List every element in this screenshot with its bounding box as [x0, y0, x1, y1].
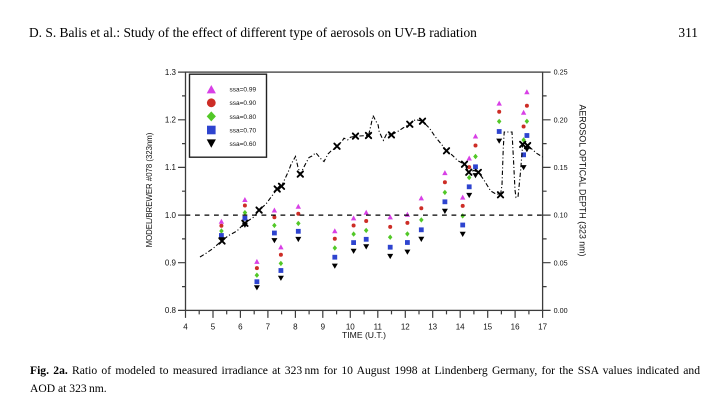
- svg-text:ssa=0.99: ssa=0.99: [230, 87, 257, 94]
- svg-text:10: 10: [346, 323, 355, 332]
- svg-text:8: 8: [293, 323, 298, 332]
- svg-text:0.10: 0.10: [554, 211, 568, 220]
- svg-text:1.0: 1.0: [165, 211, 177, 220]
- svg-text:16: 16: [511, 323, 520, 332]
- svg-text:0.05: 0.05: [554, 258, 568, 267]
- svg-text:0.00: 0.00: [554, 306, 568, 315]
- svg-text:0.8: 0.8: [165, 306, 177, 315]
- svg-text:AEROSOL OPTICAL DEPTH (323 nm): AEROSOL OPTICAL DEPTH (323 nm): [577, 105, 587, 257]
- svg-text:5: 5: [211, 323, 216, 332]
- svg-text:1.1: 1.1: [165, 163, 177, 172]
- svg-text:11: 11: [374, 323, 383, 332]
- svg-text:6: 6: [238, 323, 243, 332]
- svg-text:1.2: 1.2: [165, 116, 177, 125]
- svg-text:TIME (U.T.): TIME (U.T.): [342, 330, 386, 340]
- svg-text:ssa=0.70: ssa=0.70: [230, 127, 257, 134]
- svg-text:ssa=0.80: ssa=0.80: [230, 114, 257, 121]
- svg-text:9: 9: [321, 323, 326, 332]
- svg-text:ssa=0.90: ssa=0.90: [230, 100, 257, 107]
- svg-text:0.25: 0.25: [554, 68, 568, 77]
- svg-text:7: 7: [266, 323, 271, 332]
- svg-text:ssa=0.60: ssa=0.60: [230, 141, 257, 148]
- svg-text:MODEL/BREWER #078 (323nm): MODEL/BREWER #078 (323nm): [145, 132, 154, 247]
- svg-text:15: 15: [483, 323, 492, 332]
- svg-text:14: 14: [456, 323, 465, 332]
- svg-text:4: 4: [183, 323, 188, 332]
- svg-text:0.9: 0.9: [165, 259, 177, 268]
- svg-text:12: 12: [401, 323, 410, 332]
- svg-text:17: 17: [538, 323, 547, 332]
- svg-text:1.3: 1.3: [165, 68, 177, 77]
- svg-text:0.15: 0.15: [554, 163, 568, 172]
- svg-text:13: 13: [428, 323, 437, 332]
- svg-text:0.20: 0.20: [554, 115, 568, 124]
